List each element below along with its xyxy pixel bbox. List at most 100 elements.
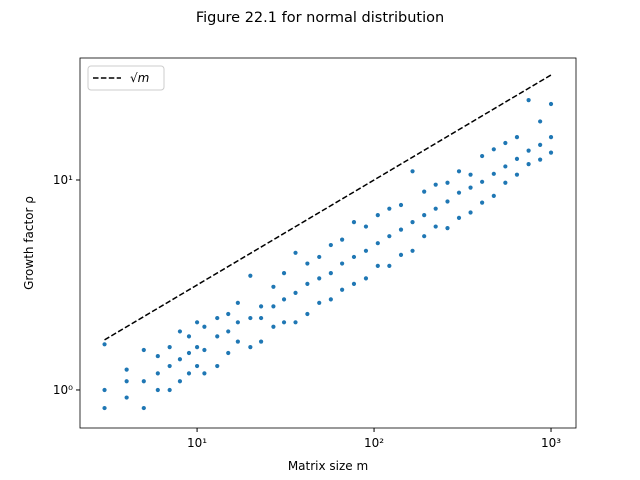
point — [328, 271, 333, 276]
point — [503, 140, 508, 146]
point — [375, 213, 380, 218]
point — [410, 248, 415, 253]
point — [468, 210, 473, 215]
point — [141, 347, 146, 353]
point — [491, 193, 496, 198]
point — [387, 263, 392, 268]
point — [124, 395, 129, 400]
point — [317, 254, 322, 260]
point — [235, 300, 240, 305]
point — [293, 290, 298, 295]
point — [422, 189, 427, 194]
point — [328, 297, 333, 302]
point — [194, 345, 200, 350]
point — [258, 304, 264, 309]
point — [271, 284, 276, 289]
point — [363, 224, 369, 229]
point — [202, 347, 207, 353]
point — [177, 379, 183, 384]
point — [526, 162, 531, 167]
point — [456, 190, 462, 195]
point — [167, 363, 172, 369]
point — [456, 169, 462, 174]
point — [235, 320, 240, 325]
point — [317, 300, 322, 305]
point — [167, 345, 172, 350]
point — [271, 304, 276, 309]
point — [281, 297, 287, 302]
point — [202, 371, 207, 376]
point — [503, 180, 508, 185]
point — [538, 142, 543, 147]
point — [215, 363, 220, 369]
point — [375, 263, 380, 268]
point — [235, 339, 240, 344]
point — [410, 169, 415, 174]
point — [340, 237, 345, 242]
point — [433, 182, 438, 187]
point — [194, 363, 200, 369]
y-axis-label: Growth factor ρ — [22, 196, 36, 290]
chart-title: Figure 22.1 for normal distribution — [196, 10, 444, 26]
point — [102, 342, 107, 347]
point — [194, 320, 200, 325]
point — [305, 281, 310, 286]
point — [538, 119, 543, 124]
point — [351, 220, 357, 225]
x-axis-label: Matrix size m — [288, 459, 368, 473]
line — [104, 74, 552, 341]
point — [526, 148, 531, 153]
point — [548, 101, 554, 107]
point — [258, 315, 264, 321]
point — [422, 213, 427, 218]
point — [456, 215, 462, 220]
point — [202, 324, 207, 329]
point — [186, 350, 192, 356]
point — [215, 334, 220, 339]
point — [124, 367, 129, 372]
point — [514, 172, 520, 177]
point — [548, 150, 554, 155]
point — [340, 261, 345, 266]
point — [410, 220, 415, 225]
point — [351, 254, 357, 260]
point — [538, 157, 543, 162]
point — [363, 276, 369, 281]
point — [340, 287, 345, 292]
point — [102, 405, 107, 411]
point — [281, 320, 287, 325]
point — [526, 98, 531, 103]
point — [387, 206, 392, 211]
point — [186, 334, 192, 339]
point — [468, 185, 473, 190]
point — [141, 405, 146, 411]
point — [167, 387, 172, 393]
point — [468, 172, 473, 177]
point — [226, 311, 231, 317]
point — [258, 339, 264, 344]
point — [226, 350, 231, 356]
point — [480, 179, 485, 184]
point — [226, 329, 231, 334]
point — [155, 387, 160, 393]
point — [305, 311, 310, 317]
point — [387, 234, 392, 239]
point — [445, 226, 450, 231]
point — [177, 329, 183, 334]
y-tick-label: 10⁰ — [53, 383, 73, 397]
point — [317, 276, 322, 281]
point — [281, 271, 287, 276]
point — [293, 250, 298, 255]
point — [491, 147, 496, 152]
point — [177, 357, 183, 362]
point — [248, 273, 253, 278]
legend-box — [87, 65, 165, 91]
point — [445, 180, 450, 185]
point — [375, 241, 380, 246]
point — [124, 379, 129, 384]
point — [491, 171, 496, 176]
point — [422, 234, 427, 239]
point — [351, 281, 357, 286]
point — [398, 202, 404, 208]
